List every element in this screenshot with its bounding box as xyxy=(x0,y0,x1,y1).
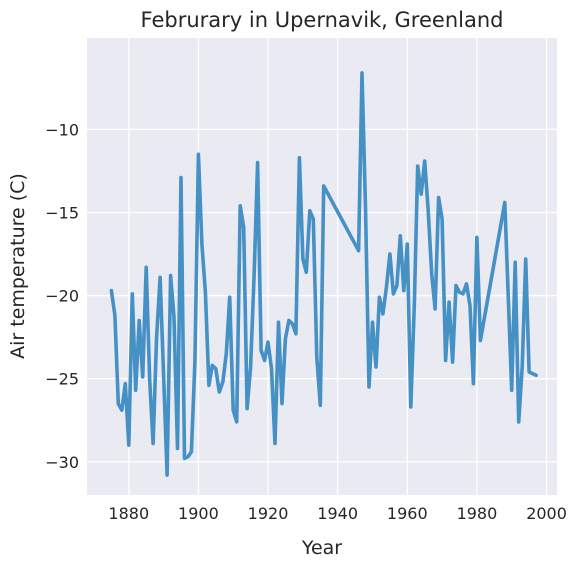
x-tick-label: 1920 xyxy=(248,504,289,523)
series-layer xyxy=(109,71,538,477)
y-tick-label: −20 xyxy=(45,287,79,306)
x-tick-label: 1880 xyxy=(108,504,149,523)
x-tick-label: 1960 xyxy=(387,504,428,523)
x-axis-label: Year xyxy=(301,537,342,559)
temperature-series-line xyxy=(109,71,538,477)
y-tick-label: −30 xyxy=(45,453,79,472)
x-tick-labels: 1880 1900 1920 1940 1960 1980 2000 xyxy=(108,504,566,523)
y-axis-label: Air temperature (C) xyxy=(7,173,29,359)
y-tick-label: −15 xyxy=(45,203,79,222)
y-tick-label: −25 xyxy=(45,370,79,389)
x-tick-label: 2000 xyxy=(526,504,567,523)
x-tick-label: 1940 xyxy=(317,504,358,523)
y-tick-label: −10 xyxy=(45,120,79,139)
chart-title: Februrary in Upernavik, Greenland xyxy=(141,8,504,32)
y-tick-labels: −30 −25 −20 −15 −10 xyxy=(45,120,79,471)
x-tick-label: 1900 xyxy=(178,504,219,523)
x-tick-label: 1980 xyxy=(457,504,498,523)
